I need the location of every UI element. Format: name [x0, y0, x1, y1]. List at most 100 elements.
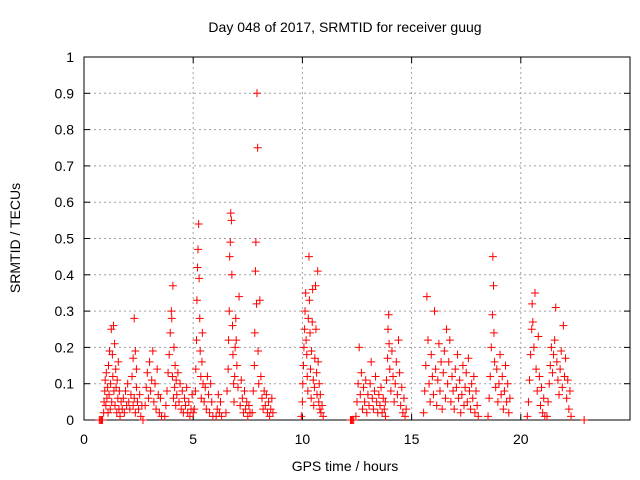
data-point [204, 390, 213, 399]
data-point [135, 390, 144, 399]
data-point [423, 336, 432, 345]
data-point [231, 314, 240, 323]
data-point [106, 405, 115, 414]
data-point [434, 339, 443, 348]
data-point [443, 379, 452, 388]
data-point [538, 408, 547, 417]
data-point [311, 325, 320, 334]
data-point [250, 328, 259, 337]
data-point [262, 390, 271, 399]
data-point [383, 354, 392, 363]
data-point [142, 383, 151, 392]
data-point [504, 408, 513, 417]
data-point [421, 361, 430, 370]
data-point [319, 412, 328, 421]
data-point [168, 281, 177, 290]
data-point [368, 394, 377, 403]
data-point [529, 343, 538, 352]
data-point [429, 390, 438, 399]
data-point [453, 350, 462, 359]
data-point [171, 401, 180, 410]
data-point [114, 357, 123, 366]
data-point [440, 347, 449, 356]
data-point [525, 376, 534, 385]
data-point [431, 365, 440, 374]
data-point [494, 379, 503, 388]
x-tick-label: 15 [404, 431, 420, 447]
data-point [225, 252, 234, 261]
data-point [432, 401, 441, 410]
data-point [548, 368, 557, 377]
data-point [314, 397, 323, 406]
data-point [318, 401, 327, 410]
data-point [164, 368, 173, 377]
data-point [473, 401, 482, 410]
data-point [248, 408, 257, 417]
data-point [537, 383, 546, 392]
y-tick-label: 0.7 [55, 158, 75, 174]
data-point [243, 412, 252, 421]
data-point [528, 299, 537, 308]
data-point [227, 270, 236, 279]
data-point [532, 365, 541, 374]
data-point [365, 401, 374, 410]
data-point [469, 372, 478, 381]
data-point [259, 405, 268, 414]
data-point [534, 332, 543, 341]
data-point [251, 238, 260, 247]
y-tick-label: 0.9 [55, 85, 75, 101]
data-point [381, 397, 390, 406]
data-point [454, 394, 463, 403]
x-tick-label: 5 [189, 431, 197, 447]
data-point [439, 368, 448, 377]
data-point [172, 376, 181, 385]
data-point [307, 394, 316, 403]
data-point [147, 376, 156, 385]
data-point [315, 379, 324, 388]
data-point [530, 288, 539, 297]
data-point [112, 383, 121, 392]
data-point [489, 328, 498, 337]
data-point [455, 376, 464, 385]
data-point [129, 401, 138, 410]
data-point [305, 296, 314, 305]
data-point [197, 357, 206, 366]
data-point [104, 361, 113, 370]
y-tick-label: 0.6 [55, 194, 75, 210]
data-point [299, 361, 308, 370]
data-point [178, 386, 187, 395]
data-point [125, 405, 134, 414]
data-point [560, 372, 569, 381]
data-point [193, 263, 202, 272]
grid-layer [84, 57, 630, 420]
data-point [205, 408, 214, 417]
data-point [401, 412, 410, 421]
data-point [303, 386, 312, 395]
data-point [527, 325, 536, 334]
data-point [464, 354, 473, 363]
data-point [249, 386, 258, 395]
data-point [150, 379, 159, 388]
data-point [169, 343, 178, 352]
data-point [116, 412, 125, 421]
data-point [393, 390, 402, 399]
data-point [374, 390, 383, 399]
data-point [385, 365, 394, 374]
data-point [260, 386, 269, 395]
data-point [394, 336, 403, 345]
data-point [236, 401, 245, 410]
data-point [311, 281, 320, 290]
data-point [457, 390, 466, 399]
data-point [109, 321, 118, 330]
data-point [558, 383, 567, 392]
data-points [95, 89, 589, 424]
data-point [225, 307, 234, 316]
y-tick-label: 0.3 [55, 303, 75, 319]
data-point [470, 408, 479, 417]
data-point [309, 401, 318, 410]
data-point [188, 390, 197, 399]
data-point [213, 405, 222, 414]
data-point [121, 386, 130, 395]
data-point [419, 408, 428, 417]
data-point [354, 379, 363, 388]
